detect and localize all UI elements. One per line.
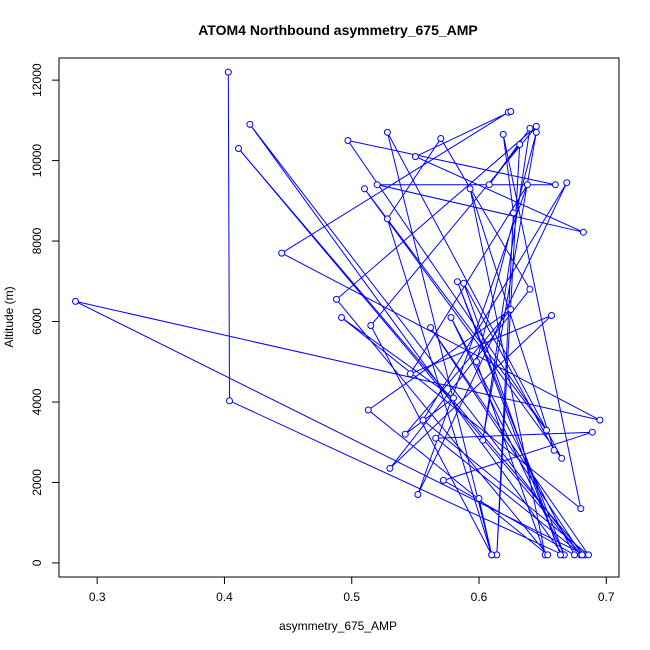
x-tick-label: 0.5 [343, 590, 360, 604]
series-line [75, 72, 601, 557]
data-point [419, 416, 427, 424]
x-axis: 0.3 0.4 0.5 0.6 0.7 [89, 577, 615, 604]
x-tick-label: 0.6 [471, 590, 488, 604]
data-point [460, 279, 468, 287]
data-point [557, 551, 564, 559]
plot-frame [58, 57, 620, 578]
data-point [526, 124, 534, 132]
y-tick-label: 10000 [30, 144, 44, 178]
data-point [432, 434, 440, 442]
data-point [367, 322, 375, 329]
data-point [499, 130, 507, 138]
data-point [373, 181, 381, 189]
data-point [344, 137, 352, 144]
plot-area: 0.3 0.4 0.5 0.6 0.7 0 2000 4000 6000 8000 10000 12… [30, 57, 620, 604]
y-tick-label: 12000 [30, 63, 44, 97]
data-point [466, 185, 474, 193]
data-point [406, 370, 414, 378]
data-point [532, 122, 540, 130]
data-point [453, 278, 461, 286]
y-axis: 0 2000 4000 6000 8000 10000 12000 [30, 63, 59, 566]
data-point [447, 314, 455, 321]
data-point [473, 358, 480, 366]
data-point [563, 179, 571, 187]
data-point [571, 551, 578, 559]
data-point [516, 141, 524, 148]
data-point [475, 495, 483, 502]
data-point [585, 551, 592, 559]
data-point [401, 430, 409, 438]
x-tick-label: 0.4 [216, 590, 233, 604]
data-point [588, 428, 596, 436]
data-point [414, 491, 422, 498]
data-point [246, 120, 254, 128]
data-point [526, 285, 534, 293]
data-point [558, 454, 566, 462]
x-tick-label: 0.3 [89, 590, 106, 604]
data-point [411, 153, 419, 161]
data-point [507, 108, 515, 115]
x-tick-label: 0.7 [598, 590, 615, 604]
x-axis-label: asymmetry_675_AMP [279, 619, 397, 633]
data-point [579, 228, 587, 236]
chart-title: ATOM4 Northbound asymmetry_675_AMP [198, 22, 478, 38]
data-point [338, 314, 345, 321]
data-point [507, 306, 515, 313]
data-point [427, 324, 435, 332]
data-point [333, 295, 340, 303]
y-axis-label: Altitude (m) [2, 286, 16, 347]
data-point [485, 181, 493, 189]
y-tick-label: 6000 [30, 308, 44, 335]
data-point [509, 209, 517, 217]
data-point [278, 249, 286, 257]
data-point [361, 185, 368, 193]
data-point [386, 464, 394, 472]
y-tick-label: 8000 [30, 227, 44, 254]
data-point [577, 505, 585, 513]
data-point [383, 128, 391, 136]
data-point [450, 394, 457, 402]
data-point [226, 397, 233, 405]
data-point [550, 446, 558, 454]
data-point [578, 551, 586, 559]
y-tick-label: 0 [30, 559, 44, 566]
data-point [364, 406, 372, 414]
data-point [439, 476, 447, 484]
data-point [551, 181, 559, 189]
data-point [479, 436, 487, 444]
series [72, 68, 604, 559]
data-point [72, 297, 79, 305]
data-point [383, 215, 391, 223]
data-point [544, 551, 552, 559]
data-point [224, 68, 232, 76]
series-points [72, 68, 604, 559]
data-point [437, 135, 445, 142]
data-point [543, 426, 550, 434]
data-point [523, 181, 531, 189]
data-point [596, 416, 604, 424]
y-tick-label: 2000 [30, 469, 44, 496]
data-point [235, 145, 242, 152]
data-point [488, 551, 496, 559]
data-point [532, 128, 540, 136]
y-tick-label: 4000 [30, 388, 44, 415]
data-point [548, 312, 555, 319]
